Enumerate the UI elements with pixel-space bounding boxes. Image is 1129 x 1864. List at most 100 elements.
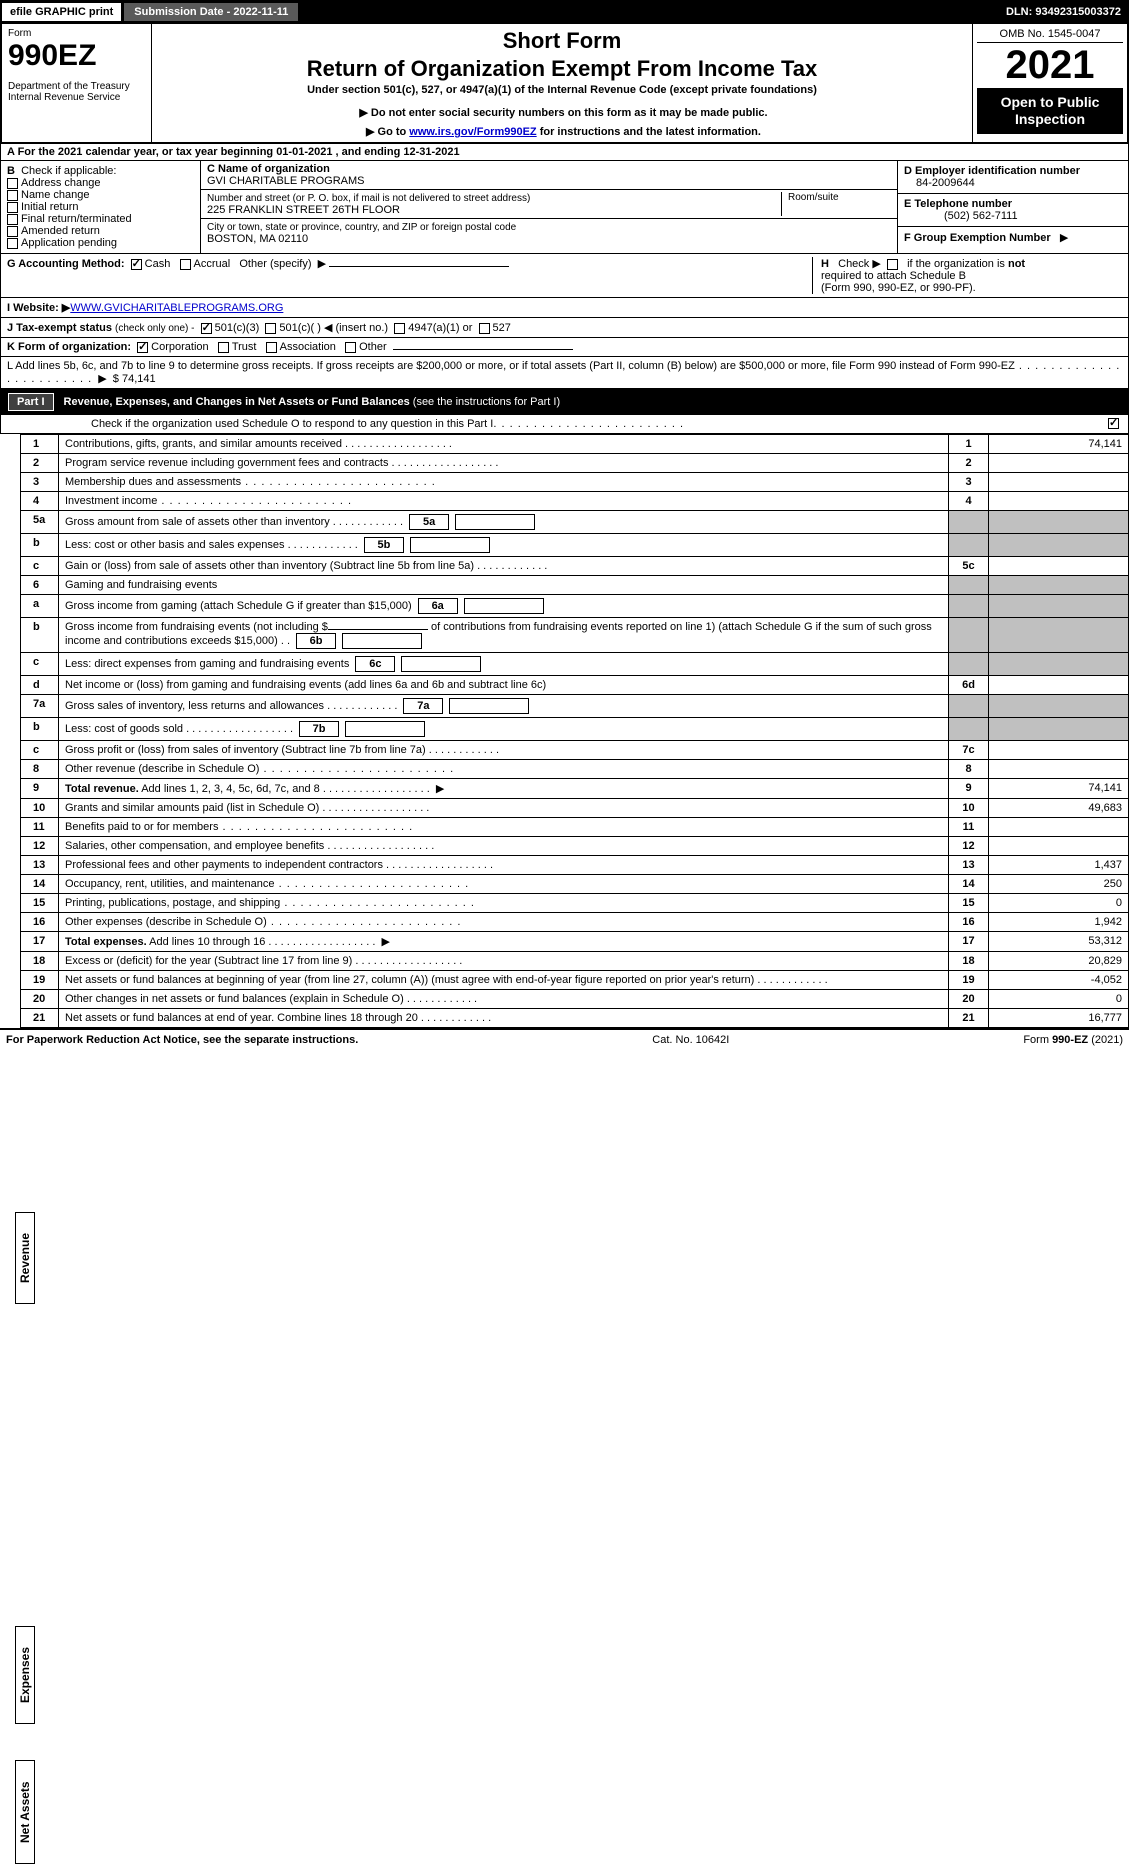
line-l: L Add lines 5b, 6c, and 7b to line 9 to … (0, 357, 1129, 389)
column-def: D Employer identification number 84-2009… (898, 161, 1128, 253)
goto-line: Go to www.irs.gov/Form990EZ for instruct… (156, 125, 968, 138)
header-right: OMB No. 1545-0047 2021 Open to Public In… (972, 24, 1127, 142)
chk-sched-o[interactable] (1108, 418, 1119, 429)
line-6c: cLess: direct expenses from gaming and f… (21, 653, 1129, 676)
top-bar: efile GRAPHIC print Submission Date - 20… (0, 0, 1129, 24)
short-form-title: Short Form (156, 28, 968, 54)
no-ssn: Do not enter social security numbers on … (156, 106, 968, 119)
part1-check-line: Check if the organization used Schedule … (0, 415, 1129, 434)
main-title: Return of Organization Exempt From Incom… (156, 56, 968, 82)
line-6a: aGross income from gaming (attach Schedu… (21, 595, 1129, 618)
part-1-header: Part I Revenue, Expenses, and Changes in… (0, 389, 1129, 415)
dln: DLN: 93492315003372 (1006, 6, 1129, 18)
group-exemption: F Group Exemption Number (898, 226, 1128, 244)
form-header: Form 990EZ Department of the Treasury In… (0, 24, 1129, 144)
line-3: 3Membership dues and assessments3 (21, 473, 1129, 492)
header-left: Form 990EZ Department of the Treasury In… (2, 24, 152, 142)
lines-table: 1Contributions, gifts, grants, and simil… (20, 434, 1129, 1028)
line-13: 13Professional fees and other payments t… (21, 856, 1129, 875)
chk-final-return[interactable] (7, 214, 18, 225)
chk-pending[interactable] (7, 238, 18, 249)
chk-h[interactable] (887, 259, 898, 270)
irs: Internal Revenue Service (8, 92, 145, 103)
line-15: 15Printing, publications, postage, and s… (21, 894, 1129, 913)
cat-no: Cat. No. 10642I (652, 1034, 729, 1046)
line-4: 4Investment income4 (21, 492, 1129, 511)
line-i: I Website: ▶WWW.GVICHARITABLEPROGRAMS.OR… (0, 298, 1129, 318)
section-b-c-d-e-f: B Check if applicable: Address change Na… (0, 161, 1129, 254)
chk-name-change[interactable] (7, 190, 18, 201)
page-footer: For Paperwork Reduction Act Notice, see … (0, 1028, 1129, 1050)
revenue-side-label: Revenue (15, 1212, 35, 1304)
form-ref: Form 990-EZ (2021) (1023, 1034, 1123, 1046)
line-5c: cGain or (loss) from sale of assets othe… (21, 557, 1129, 576)
expenses-side-label: Expenses (15, 1626, 35, 1724)
line-10: 10Grants and similar amounts paid (list … (21, 799, 1129, 818)
line-7c: cGross profit or (loss) from sales of in… (21, 741, 1129, 760)
submission-date: Submission Date - 2022-11-11 (123, 2, 299, 22)
open-public: Open to Public Inspection (977, 88, 1123, 134)
org-name: GVI CHARITABLE PROGRAMS (207, 175, 365, 187)
chk-trust[interactable] (218, 342, 229, 353)
chk-corp[interactable] (137, 342, 148, 353)
chk-501c3[interactable] (201, 323, 212, 334)
line-2: 2Program service revenue including gover… (21, 454, 1129, 473)
line-1: 1Contributions, gifts, grants, and simil… (21, 435, 1129, 454)
line-5b: bLess: cost or other basis and sales exp… (21, 534, 1129, 557)
line-18: 18Excess or (deficit) for the year (Subt… (21, 952, 1129, 971)
line-17: 17Total expenses. Add lines 10 through 1… (21, 932, 1129, 952)
paperwork-notice: For Paperwork Reduction Act Notice, see … (6, 1034, 358, 1046)
efile-label: efile GRAPHIC print (0, 1, 123, 23)
website-link[interactable]: WWW.GVICHARITABLEPROGRAMS.ORG (70, 302, 283, 314)
city-block: City or town, state or province, country… (201, 219, 897, 247)
line-6b: bGross income from fundraising events (n… (21, 618, 1129, 653)
netassets-side-label: Net Assets (15, 1760, 35, 1864)
form-number: 990EZ (8, 39, 145, 73)
line-8: 8Other revenue (describe in Schedule O)8 (21, 760, 1129, 779)
under-section: Under section 501(c), 527, or 4947(a)(1)… (156, 84, 968, 96)
chk-address-change[interactable] (7, 178, 18, 189)
city-state-zip: BOSTON, MA 02110 (207, 233, 308, 245)
column-c: C Name of organization GVI CHARITABLE PR… (201, 161, 898, 253)
line-5a: 5aGross amount from sale of assets other… (21, 511, 1129, 534)
line-16: 16Other expenses (describe in Schedule O… (21, 913, 1129, 932)
line-g: G Accounting Method: Cash Accrual Other … (7, 257, 812, 294)
chk-cash[interactable] (131, 259, 142, 270)
line-g-h: G Accounting Method: Cash Accrual Other … (0, 254, 1129, 298)
chk-501c[interactable] (265, 323, 276, 334)
line-6d: dNet income or (loss) from gaming and fu… (21, 676, 1129, 695)
phone-block: E Telephone number (502) 562-7111 (898, 193, 1128, 222)
chk-accrual[interactable] (180, 259, 191, 270)
column-b: B Check if applicable: Address change Na… (1, 161, 201, 253)
chk-initial-return[interactable] (7, 202, 18, 213)
line-21: 21Net assets or fund balances at end of … (21, 1009, 1129, 1028)
chk-other-org[interactable] (345, 342, 356, 353)
form-word: Form (8, 28, 145, 39)
line-k: K Form of organization: Corporation Trus… (0, 338, 1129, 357)
omb-number: OMB No. 1545-0047 (977, 28, 1123, 43)
line-9: 9Total revenue. Add lines 1, 2, 3, 4, 5c… (21, 779, 1129, 799)
line-7b: bLess: cost of goods sold7b (21, 718, 1129, 741)
line-a: A For the 2021 calendar year, or tax yea… (0, 144, 1129, 161)
room-suite: Room/suite (781, 192, 891, 216)
chk-4947[interactable] (394, 323, 405, 334)
chk-527[interactable] (479, 323, 490, 334)
addr-block: Number and street (or P. O. box, if mail… (201, 190, 897, 219)
ein-label: D Employer identification number (904, 165, 1080, 177)
dept-treasury: Department of the Treasury (8, 81, 145, 92)
line-11: 11Benefits paid to or for members11 (21, 818, 1129, 837)
line-14: 14Occupancy, rent, utilities, and mainte… (21, 875, 1129, 894)
telephone: (502) 562-7111 (904, 210, 1018, 222)
gross-receipts: $ 74,141 (113, 373, 156, 385)
chk-amended[interactable] (7, 226, 18, 237)
part-label: Part I (8, 393, 54, 411)
line-6: 6Gaming and fundraising events (21, 576, 1129, 595)
line-19: 19Net assets or fund balances at beginni… (21, 971, 1129, 990)
lines-wrapper: Revenue Expenses Net Assets 1Contributio… (0, 434, 1129, 1028)
org-name-block: C Name of organization GVI CHARITABLE PR… (201, 161, 897, 190)
street-address: 225 FRANKLIN STREET 26TH FLOOR (207, 204, 400, 216)
ein: 84-2009644 (904, 177, 975, 189)
chk-assoc[interactable] (266, 342, 277, 353)
irs-link[interactable]: www.irs.gov/Form990EZ (409, 126, 536, 138)
line-20: 20Other changes in net assets or fund ba… (21, 990, 1129, 1009)
